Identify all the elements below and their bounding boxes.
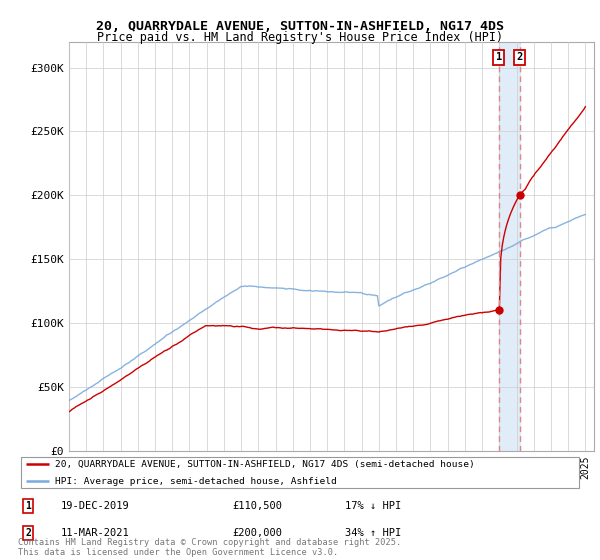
Text: Contains HM Land Registry data © Crown copyright and database right 2025.
This d: Contains HM Land Registry data © Crown c…	[18, 538, 401, 557]
Text: 17% ↓ HPI: 17% ↓ HPI	[345, 501, 401, 511]
FancyBboxPatch shape	[21, 457, 579, 488]
Text: 34% ↑ HPI: 34% ↑ HPI	[345, 528, 401, 538]
Text: Price paid vs. HM Land Registry's House Price Index (HPI): Price paid vs. HM Land Registry's House …	[97, 31, 503, 44]
Text: 2: 2	[517, 52, 523, 62]
Text: £110,500: £110,500	[232, 501, 283, 511]
Text: £200,000: £200,000	[232, 528, 283, 538]
Text: HPI: Average price, semi-detached house, Ashfield: HPI: Average price, semi-detached house,…	[55, 477, 337, 486]
Text: 19-DEC-2019: 19-DEC-2019	[60, 501, 129, 511]
Text: 11-MAR-2021: 11-MAR-2021	[60, 528, 129, 538]
Text: 2: 2	[25, 528, 31, 538]
Text: 20, QUARRYDALE AVENUE, SUTTON-IN-ASHFIELD, NG17 4DS: 20, QUARRYDALE AVENUE, SUTTON-IN-ASHFIEL…	[96, 20, 504, 32]
Text: 20, QUARRYDALE AVENUE, SUTTON-IN-ASHFIELD, NG17 4DS (semi-detached house): 20, QUARRYDALE AVENUE, SUTTON-IN-ASHFIEL…	[55, 459, 475, 469]
Text: 1: 1	[496, 52, 502, 62]
Text: 1: 1	[25, 501, 31, 511]
Bar	[499, 42, 520, 451]
